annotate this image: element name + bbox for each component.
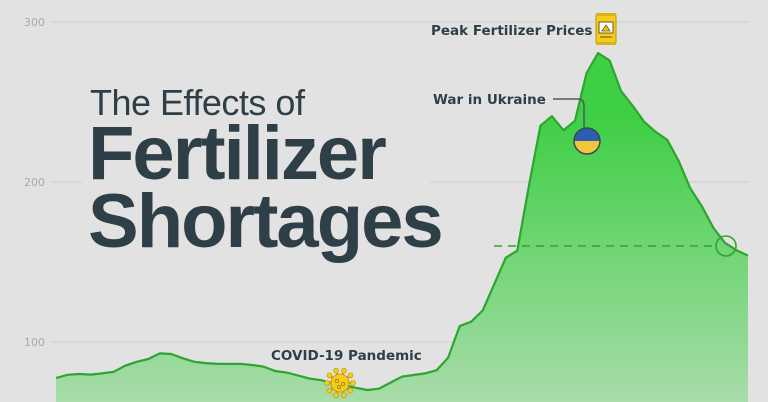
title-line-3: Shortages	[88, 179, 444, 264]
annotation-leader-line	[553, 98, 585, 128]
annotation-ukraine-label: War in Ukraine	[433, 92, 546, 108]
y-tick-label: 200	[24, 176, 45, 189]
annotation-peak-label: Peak Fertilizer Prices	[431, 23, 592, 39]
fertilizer-bag-icon	[595, 13, 617, 45]
title-line-1: The Effects of	[90, 82, 305, 123]
title-main: Fertilizer Shortages	[88, 111, 444, 264]
y-tick-label: 300	[24, 16, 45, 29]
annotation-covid-label: COVID-19 Pandemic	[271, 348, 422, 364]
y-tick-label: 100	[24, 336, 45, 349]
title-line-2: Fertilizer	[88, 111, 387, 196]
virus-icon	[324, 367, 356, 399]
reference-marker-circle	[715, 235, 737, 257]
series-line	[55, 51, 749, 392]
ukraine-flag-icon	[573, 127, 601, 155]
